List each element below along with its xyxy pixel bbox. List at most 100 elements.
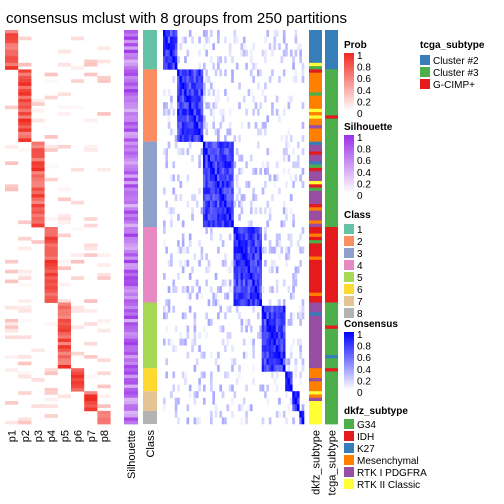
- consensus-cell: [294, 391, 298, 399]
- consensus-cell: [170, 259, 173, 267]
- consensus-cell: [221, 325, 225, 333]
- consensus-cell: [224, 417, 227, 425]
- prob-cell: [18, 220, 32, 225]
- consensus-cell: [172, 75, 176, 83]
- prob-cell: [84, 374, 98, 379]
- tcga-subtype-cell: [325, 407, 338, 412]
- consensus-cell: [210, 207, 213, 215]
- prob-cell: [84, 394, 98, 399]
- consensus-cell: [163, 312, 166, 320]
- prob-cell: [97, 263, 111, 267]
- consensus-cell: [221, 148, 225, 156]
- consensus-cell: [219, 141, 223, 149]
- consensus-cell: [231, 75, 234, 83]
- consensus-cell: [233, 174, 237, 182]
- consensus-cell: [202, 167, 206, 175]
- tcga-subtype-cell: [325, 246, 338, 251]
- consensus-cell: [210, 56, 213, 64]
- consensus-cell: [271, 102, 274, 110]
- consensus-cell: [163, 30, 166, 37]
- prob-cell: [5, 184, 19, 188]
- consensus-cell: [165, 108, 168, 116]
- consensus-cell: [205, 220, 208, 228]
- consensus-cell: [207, 259, 211, 267]
- prob-cell: [31, 217, 45, 221]
- consensus-cell: [165, 246, 168, 254]
- consensus-cell: [240, 194, 244, 202]
- consensus-cell: [174, 49, 178, 57]
- consensus-cell: [254, 279, 258, 287]
- dkfz-subtype-cell: [309, 246, 322, 251]
- consensus-cell: [212, 121, 215, 129]
- dkfz-subtype-cell: [309, 253, 322, 257]
- consensus-cell: [224, 36, 227, 44]
- consensus-cell: [212, 181, 215, 188]
- consensus-cell: [174, 325, 178, 333]
- prob-cell: [31, 194, 45, 198]
- tcga-subtype-cell: [325, 384, 338, 389]
- consensus-cell: [163, 102, 166, 110]
- consensus-cell: [301, 167, 305, 175]
- dkfz-subtype-cell: [309, 204, 322, 208]
- silhouette-cell: [124, 407, 138, 412]
- consensus-cell: [184, 108, 187, 116]
- tcga-subtype-cell: [325, 249, 338, 254]
- consensus-cell: [198, 36, 201, 44]
- silhouette-cell: [124, 56, 138, 60]
- prob-cell: [18, 417, 32, 422]
- consensus-cell: [226, 213, 230, 221]
- dkfz-subtype-cell: [309, 364, 322, 369]
- consensus-cell: [264, 338, 267, 346]
- consensus-cell: [179, 43, 183, 50]
- consensus-cell: [226, 338, 230, 346]
- consensus-cell: [231, 141, 234, 149]
- consensus-cell: [177, 69, 180, 77]
- consensus-cell: [167, 49, 171, 57]
- silhouette-cell: [124, 414, 138, 418]
- silhouette-cell: [124, 187, 138, 192]
- prob-cell: [5, 33, 19, 37]
- tcga-subtype-cell: [325, 141, 338, 146]
- consensus-cell: [301, 410, 305, 418]
- tcga-subtype-cell: [325, 197, 338, 202]
- consensus-cell: [299, 345, 302, 353]
- consensus-cell: [202, 371, 206, 379]
- prob-cell: [5, 259, 19, 264]
- silhouette-cell: [124, 204, 138, 208]
- subtype-annotations: [309, 30, 338, 425]
- consensus-cell: [231, 174, 234, 182]
- consensus-cell: [261, 89, 265, 96]
- consensus-cell: [221, 338, 225, 346]
- consensus-cell: [271, 266, 274, 274]
- prob-cell: [57, 341, 71, 346]
- consensus-cell: [188, 305, 192, 313]
- consensus-cell: [264, 49, 267, 57]
- dkfz-subtype-cell: [309, 236, 322, 241]
- consensus-cell: [193, 325, 197, 333]
- silhouette-legend-tick: 0.6: [357, 156, 371, 167]
- consensus-cell: [289, 135, 293, 142]
- silhouette-cell: [124, 289, 138, 294]
- consensus-cell: [247, 181, 251, 188]
- consensus-cell: [271, 351, 274, 359]
- prob-cell: [44, 217, 58, 221]
- consensus-cell: [299, 43, 302, 50]
- consensus-cell: [207, 75, 211, 83]
- consensus-cell: [167, 338, 171, 346]
- consensus-cell: [240, 246, 244, 254]
- tcga-subtype-cell: [325, 75, 338, 80]
- consensus-cell: [179, 115, 183, 123]
- dkfz-subtype-cell: [309, 72, 322, 77]
- tcga-subtype-cell: [325, 95, 338, 100]
- consensus-cell: [195, 69, 199, 77]
- consensus-cell: [238, 200, 241, 208]
- silhouette-cell: [124, 269, 138, 274]
- tcga-subtype-cell: [325, 52, 338, 57]
- consensus-cell: [163, 397, 166, 405]
- consensus-cell: [181, 233, 185, 241]
- consensus-cell: [242, 259, 246, 267]
- dkfz-subtype-cell: [309, 92, 322, 97]
- prob-cell: [18, 85, 32, 90]
- consensus-cell: [181, 371, 185, 379]
- consensus-cell: [191, 121, 194, 129]
